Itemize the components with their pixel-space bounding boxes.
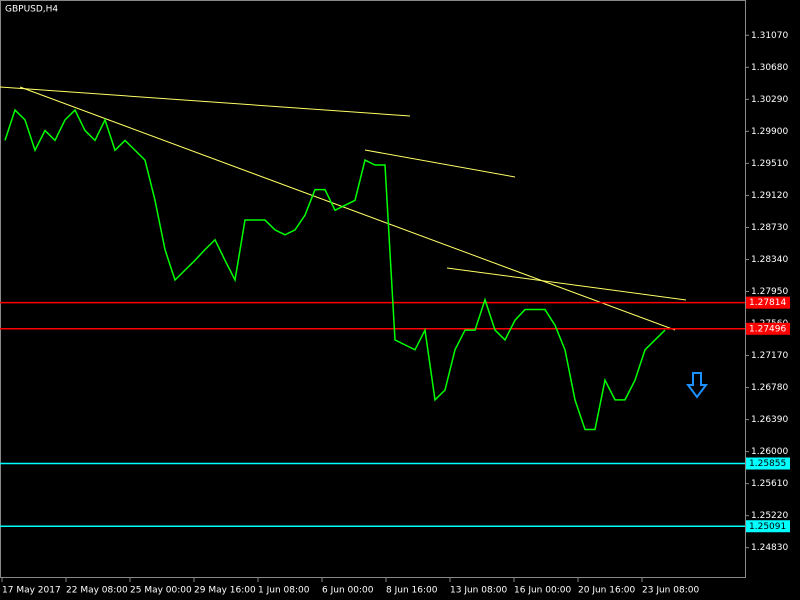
chart-title: GBPUSD,H4 [5,5,58,15]
y-tick-label: 1.29900 [751,127,788,137]
price-level-label: 1.25091 [749,522,786,532]
price-level-tag [746,322,790,335]
x-tick-label: 20 Jun 16:00 [578,586,635,596]
y-tick-label: 1.28340 [751,255,788,265]
y-tick-label: 1.27170 [751,351,788,361]
y-tick-label: 1.30290 [751,95,788,105]
trend-line [446,267,687,301]
x-tick-label: 29 May 16:00 [194,586,256,596]
price-level-tag [746,520,790,533]
x-tick-label: 1 Jun 08:00 [258,586,310,596]
y-tick-label: 1.25610 [751,479,788,489]
y-tick-label: 1.26780 [751,383,788,393]
x-tick-label: 13 Jun 08:00 [450,586,507,596]
x-tick-label: 8 Jun 16:00 [386,586,438,596]
price-line [4,108,666,431]
y-tick-label: 1.29510 [751,159,788,169]
y-tick-label: 1.29120 [751,191,788,201]
x-tick-label: 16 Jun 00:00 [514,586,571,596]
sell-arrow [686,372,708,399]
price-level-label: 1.27814 [749,298,786,308]
price-level-tag [746,457,790,470]
y-tick-label: 1.26000 [751,447,788,457]
y-tick-label: 1.25220 [751,511,788,521]
trend-line [0,86,411,117]
plot-frame [0,0,746,578]
trend-line [19,86,676,331]
x-tick-label: 22 May 08:00 [66,586,128,596]
x-tick-label: 17 May 2017 [2,586,61,596]
price-level-label: 1.25855 [749,459,786,469]
trend-line [364,149,516,178]
x-tick-label: 6 Jun 00:00 [322,586,374,596]
x-tick-label: 23 Jun 08:00 [642,586,699,596]
y-tick-label: 1.28730 [751,223,788,233]
y-tick-label: 1.30680 [751,63,788,73]
x-tick-label: 25 May 00:00 [130,586,192,596]
y-tick-label: 1.24830 [751,543,788,553]
y-tick-label: 1.27950 [751,287,788,297]
y-tick-label: 1.31070 [751,31,788,41]
price-level-label: 1.27496 [749,324,786,334]
price-level-tag [746,296,790,309]
y-tick-label: 1.26390 [751,415,788,425]
